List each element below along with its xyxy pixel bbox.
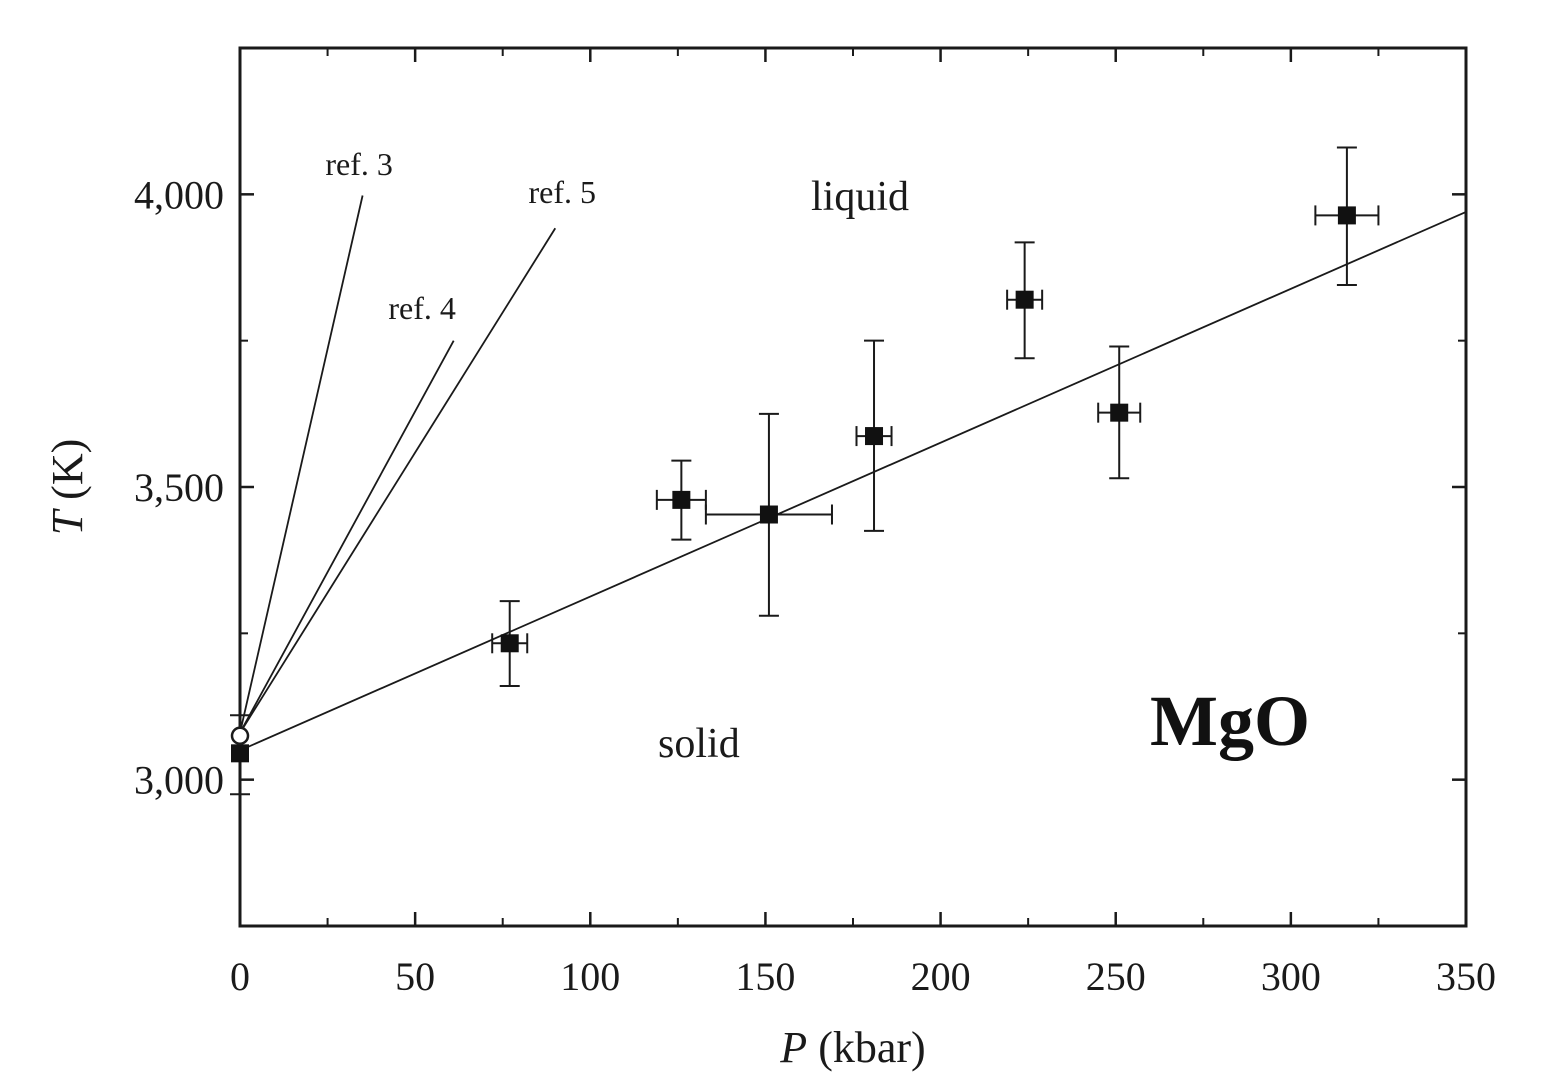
y-axis-unit: (K) [43, 439, 92, 511]
data-point [672, 490, 691, 509]
y-axis-title: T (K) [43, 439, 92, 536]
y-tick-label: 4,000 [134, 172, 224, 217]
region-label-solid: solid [658, 721, 740, 767]
line-ref-4 [239, 340, 455, 734]
data-markers [230, 206, 1356, 763]
data-point [1015, 290, 1034, 309]
x-tick-label: 350 [1436, 954, 1496, 999]
data-point [759, 505, 778, 524]
x-tick-label: 200 [911, 954, 971, 999]
chart-lines [239, 195, 1467, 752]
ref-line-label: ref. 5 [529, 174, 597, 210]
data-point [865, 427, 884, 446]
data-point [1110, 403, 1129, 422]
x-tick-label: 100 [560, 954, 620, 999]
line-fit [239, 211, 1467, 752]
data-point [500, 634, 519, 653]
line-ref-3 [239, 195, 364, 734]
y-axis-symbol: T [43, 507, 92, 535]
data-point [231, 744, 249, 763]
x-axis-title: P (kbar) [779, 1023, 925, 1072]
ref-line-label: ref. 3 [325, 146, 393, 182]
y-tick-label: 3,500 [134, 465, 224, 510]
ref-line-label: ref. 4 [388, 290, 456, 326]
x-axis-unit: (kbar) [807, 1023, 926, 1072]
x-tick-label: 50 [395, 954, 435, 999]
x-tick-label: 0 [230, 954, 250, 999]
annotations: liquid solid ref. 3 ref. 4 ref. 5 [325, 146, 909, 767]
data-point [1337, 206, 1356, 225]
compound-label: MgO [1150, 681, 1310, 761]
x-tick-label: 150 [735, 954, 795, 999]
tick-labels: 0 50 100 150 200 250 300 350 3,000 3,500 4,000 [134, 172, 1496, 999]
x-tick-label: 250 [1086, 954, 1146, 999]
axis-ticks [238, 48, 1468, 926]
open-circle-point [230, 726, 250, 746]
x-tick-label: 300 [1261, 954, 1321, 999]
x-axis-symbol: P [779, 1023, 807, 1072]
y-tick-label: 3,000 [134, 758, 224, 803]
line-ref-5 [239, 227, 557, 734]
region-label-liquid: liquid [811, 174, 909, 220]
